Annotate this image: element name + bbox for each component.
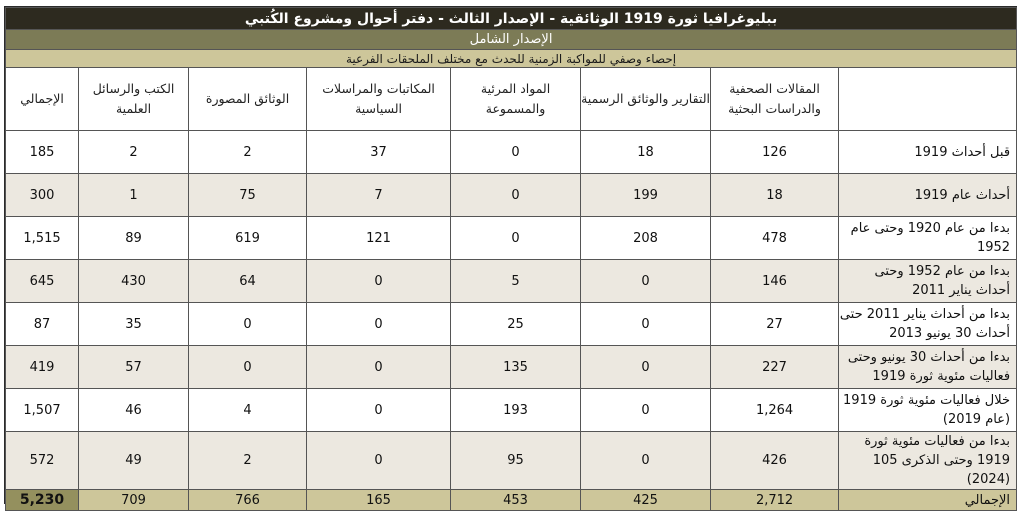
table-cell: 18: [580, 130, 712, 174]
title-row: ببليوغرافيا ثورة 1919 الوثائقية - الإصدا…: [4, 7, 1018, 30]
table-row: أحداث عام 1919 18 199 0 7 75 1 300: [4, 173, 1018, 217]
row-total-cell: 185: [4, 130, 80, 174]
column-header: المقالات الصحفية والدراسات البحثية: [710, 67, 840, 131]
table-cell: 5: [450, 259, 582, 303]
table-cell: 0: [580, 431, 712, 490]
row-total-cell: 300: [4, 173, 80, 217]
column-header: الوثائق المصورة: [188, 67, 308, 131]
table-row: بدءا من عام 1920 وحتى عام 1952 478 208 0…: [4, 216, 1018, 260]
table-cell: 146: [710, 259, 840, 303]
column-header: المواد المرئية والمسموعة: [450, 67, 582, 131]
table-row: بدءا من أحداث يناير 2011 حتى أحداث 30 يو…: [4, 302, 1018, 346]
table-cell: 64: [188, 259, 308, 303]
table-cell: 430: [78, 259, 190, 303]
table-cell: 1,264: [710, 388, 840, 432]
row-label: بدءا من فعاليات مئوية ثورة 1919 وحتى الذ…: [838, 431, 1018, 490]
table-cell: 2: [188, 431, 308, 490]
table-cell: 227: [710, 345, 840, 389]
row-label: بدءا من أحداث يناير 2011 حتى أحداث 30 يو…: [838, 302, 1018, 346]
table-cell: 0: [580, 345, 712, 389]
table-cell: 95: [450, 431, 582, 490]
row-total-cell: 1,515: [4, 216, 80, 260]
table-cell: 37: [306, 130, 452, 174]
table-cell: 2: [188, 130, 308, 174]
subtitle-row: الإصدار الشامل: [4, 29, 1018, 50]
row-total-cell: 1,507: [4, 388, 80, 432]
total-label: الإجمالي: [838, 489, 1018, 511]
table-row: بدءا من فعاليات مئوية ثورة 1919 وحتى الذ…: [4, 431, 1018, 490]
table-cell: 0: [306, 302, 452, 346]
table-cell: 2: [78, 130, 190, 174]
table-cell: 193: [450, 388, 582, 432]
table-row: قبل أحداث 1919 126 18 0 37 2 2 185: [4, 130, 1018, 174]
table-cell: 0: [450, 130, 582, 174]
total-cell: 709: [78, 489, 190, 511]
table-cell: 0: [188, 302, 308, 346]
column-header: التقارير والوثائق الرسمية: [580, 67, 712, 131]
table-cell: 199: [580, 173, 712, 217]
statistics-table: ببليوغرافيا ثورة 1919 الوثائقية - الإصدا…: [4, 7, 1018, 511]
table-cell: 121: [306, 216, 452, 260]
row-label: قبل أحداث 1919: [838, 130, 1018, 174]
table-cell: 0: [450, 216, 582, 260]
total-cell: 453: [450, 489, 582, 511]
column-header-row: المقالات الصحفية والدراسات البحثية التقا…: [4, 67, 1018, 131]
description-row: إحصاء وصفي للمواكبة الزمنية للحدث مع مخت…: [4, 49, 1018, 68]
total-row: الإجمالي 2,712 425 453 165 766 709 5,230: [4, 489, 1018, 511]
row-total-cell: 419: [4, 345, 80, 389]
table-cell: 126: [710, 130, 840, 174]
table-cell: 135: [450, 345, 582, 389]
statistics-table-frame: ببليوغرافيا ثورة 1919 الوثائقية - الإصدا…: [4, 6, 1018, 511]
table-cell: 0: [306, 431, 452, 490]
table-cell: 18: [710, 173, 840, 217]
table-cell: 46: [78, 388, 190, 432]
header-corner: [838, 67, 1018, 131]
table-cell: 4: [188, 388, 308, 432]
row-label: أحداث عام 1919: [838, 173, 1018, 217]
table-cell: 0: [580, 259, 712, 303]
column-header: الإجمالي: [4, 67, 80, 131]
table-cell: 49: [78, 431, 190, 490]
table-cell: 75: [188, 173, 308, 217]
row-label: بدءا من عام 1920 وحتى عام 1952: [838, 216, 1018, 260]
table-cell: 89: [78, 216, 190, 260]
row-total-cell: 87: [4, 302, 80, 346]
total-cell: 2,712: [710, 489, 840, 511]
column-header: الكتب والرسائل العلمية: [78, 67, 190, 131]
table-cell: 1: [78, 173, 190, 217]
table-cell: 35: [78, 302, 190, 346]
total-cell: 766: [188, 489, 308, 511]
total-cell: 165: [306, 489, 452, 511]
table-description: إحصاء وصفي للمواكبة الزمنية للحدث مع مخت…: [4, 49, 1018, 68]
table-cell: 0: [306, 345, 452, 389]
table-cell: 27: [710, 302, 840, 346]
column-header: المكاتبات والمراسلات السياسية: [306, 67, 452, 131]
table-cell: 0: [580, 388, 712, 432]
table-cell: 426: [710, 431, 840, 490]
table-row: بدءا من أحداث 30 يونيو وحتى فعاليات مئوي…: [4, 345, 1018, 389]
table-cell: 57: [78, 345, 190, 389]
table-cell: 0: [580, 302, 712, 346]
table-row: بدءا من عام 1952 وحتى أحداث يناير 2011 1…: [4, 259, 1018, 303]
table-cell: 0: [450, 173, 582, 217]
table-cell: 208: [580, 216, 712, 260]
row-label: بدءا من عام 1952 وحتى أحداث يناير 2011: [838, 259, 1018, 303]
table-cell: 0: [306, 388, 452, 432]
table-cell: 619: [188, 216, 308, 260]
table-cell: 0: [306, 259, 452, 303]
table-cell: 25: [450, 302, 582, 346]
row-total-cell: 572: [4, 431, 80, 490]
row-total-cell: 645: [4, 259, 80, 303]
row-label: خلال فعاليات مئوية ثورة 1919 (عام 2019): [838, 388, 1018, 432]
row-label: بدءا من أحداث 30 يونيو وحتى فعاليات مئوي…: [838, 345, 1018, 389]
table-title: ببليوغرافيا ثورة 1919 الوثائقية - الإصدا…: [4, 7, 1018, 30]
table-cell: 7: [306, 173, 452, 217]
total-cell: 425: [580, 489, 712, 511]
table-subtitle: الإصدار الشامل: [4, 29, 1018, 50]
table-cell: 478: [710, 216, 840, 260]
table-cell: 0: [188, 345, 308, 389]
table-row: خلال فعاليات مئوية ثورة 1919 (عام 2019) …: [4, 388, 1018, 432]
grand-total-cell: 5,230: [4, 489, 80, 511]
